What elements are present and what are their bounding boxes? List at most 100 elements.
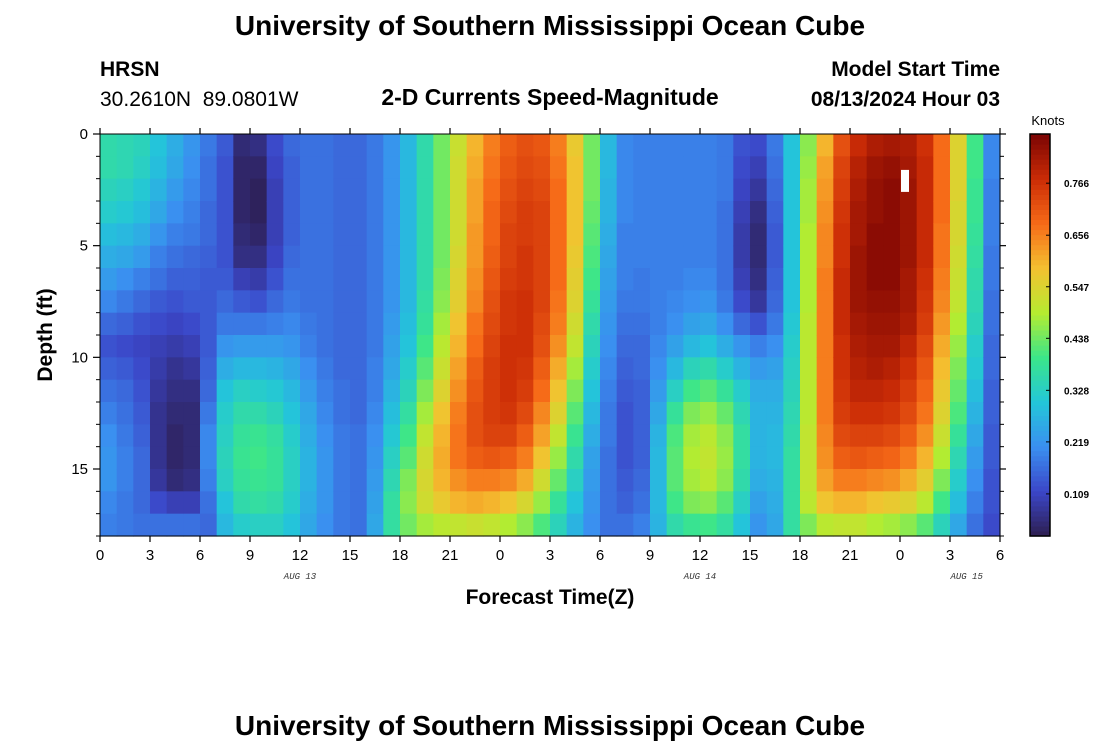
heatmap-cell (866, 402, 884, 425)
colorbar-segment (1030, 259, 1050, 266)
colorbar-segment (1030, 249, 1050, 256)
heatmap-cell (200, 469, 218, 492)
heatmap-cell (916, 357, 934, 381)
heatmap-cell (200, 268, 218, 291)
heatmap-cell (833, 290, 851, 314)
plot-axes: 0 3 6 9 12 15 18 21 0 3 6 9 12 15 18 21 0 3 6 AUG 13 AUG 14 A… (71, 126, 1006, 582)
heatmap-cell (966, 156, 984, 180)
heatmap-cell (733, 134, 751, 157)
colorbar-segment (1030, 505, 1050, 512)
heatmap-cell (850, 178, 868, 202)
heatmap-cell (350, 402, 368, 425)
heatmap-cell (566, 469, 584, 492)
heatmap-cell (550, 402, 568, 425)
heatmap-cell (466, 491, 484, 515)
colorbar-segment (1030, 169, 1050, 175)
heatmap-cell (900, 357, 918, 381)
heatmap-cell (250, 402, 268, 425)
heatmap-cell (400, 379, 418, 403)
heatmap-cell (550, 513, 568, 537)
heatmap-cell (433, 156, 451, 180)
heatmap-cell (833, 513, 851, 537)
heatmap-cell (816, 290, 834, 314)
chart-title: 2-D Currents Speed-Magnitude (381, 84, 718, 110)
heatmap-cell (283, 402, 301, 425)
heatmap-cell (750, 134, 768, 157)
heatmap-cell (933, 245, 951, 269)
heatmap-cell (100, 201, 118, 224)
heatmap-cell (483, 379, 501, 403)
heatmap-cell (883, 357, 901, 381)
heatmap-cell (766, 134, 784, 157)
heatmap-cell (316, 513, 334, 537)
heatmap-cell (683, 268, 701, 291)
heatmap-cell (833, 335, 851, 358)
heatmap-cell (116, 402, 134, 425)
heatmap-cell (166, 134, 184, 157)
heatmap-cell (650, 290, 668, 314)
heatmap-cell (683, 446, 701, 470)
heatmap-cell (633, 446, 651, 470)
heatmap-cell (483, 290, 501, 314)
heatmap-cell (266, 446, 284, 470)
heatmap-cell (266, 402, 284, 425)
heatmap-cell (800, 290, 818, 314)
heatmap-cell (116, 312, 134, 336)
heatmap-cell (716, 156, 734, 180)
colorbar-segment (1030, 224, 1050, 231)
heatmap-cell (350, 469, 368, 492)
heatmap-cell (700, 402, 718, 425)
heatmap-cell (700, 290, 718, 314)
heatmap-cell (100, 469, 118, 492)
heatmap-cell (400, 335, 418, 358)
heatmap-cell (516, 134, 534, 157)
heatmap-cell (716, 402, 734, 425)
heatmap-cell (366, 245, 384, 269)
heatmap-cell (366, 513, 384, 537)
heatmap-cell (150, 178, 168, 202)
heatmap-cell (700, 134, 718, 157)
heatmap-cell (883, 491, 901, 515)
heatmap-cell (316, 446, 334, 470)
heatmap-cell (516, 469, 534, 492)
heatmap-cell (900, 245, 918, 269)
heatmap-cell (750, 491, 768, 515)
heatmap-cell (716, 513, 734, 537)
heatmap-cell (233, 335, 251, 358)
x-tick-label: 3 (146, 547, 154, 564)
heatmap-cell (516, 402, 534, 425)
heatmap-cell (666, 245, 684, 269)
heatmap-cell (383, 424, 401, 448)
heatmap-cell (633, 379, 651, 403)
heatmap-cell (550, 178, 568, 202)
colorbar-segment (1030, 465, 1050, 472)
heatmap-cell (633, 245, 651, 269)
heatmap-cell (116, 424, 134, 448)
heatmap-cell (133, 268, 151, 291)
heatmap-cell (300, 357, 318, 381)
heatmap-cell (433, 446, 451, 470)
colorbar-segment (1030, 269, 1050, 276)
heatmap-cell (416, 491, 434, 515)
heatmap-cell (483, 402, 501, 425)
heatmap-cell (733, 290, 751, 314)
heatmap-cell (983, 312, 1001, 336)
heatmap-cell (116, 156, 134, 180)
y-tick-label: 0 (80, 126, 88, 143)
heatmap-cell (266, 223, 284, 247)
heatmap-cell (983, 156, 1001, 180)
heatmap-cell (750, 513, 768, 537)
heatmap-cell (100, 491, 118, 515)
heatmap-cell (116, 335, 134, 358)
heatmap-cell (783, 357, 801, 381)
heatmap-cell (650, 268, 668, 291)
heatmap-cell (516, 201, 534, 224)
colorbar-segment (1030, 335, 1050, 341)
colorbar-segment (1030, 234, 1050, 241)
heatmap-cell (466, 156, 484, 180)
heatmap-cell (600, 134, 618, 157)
heatmap-cell (183, 513, 201, 537)
heatmap-cell (233, 178, 251, 202)
heatmap-cell (233, 134, 251, 157)
